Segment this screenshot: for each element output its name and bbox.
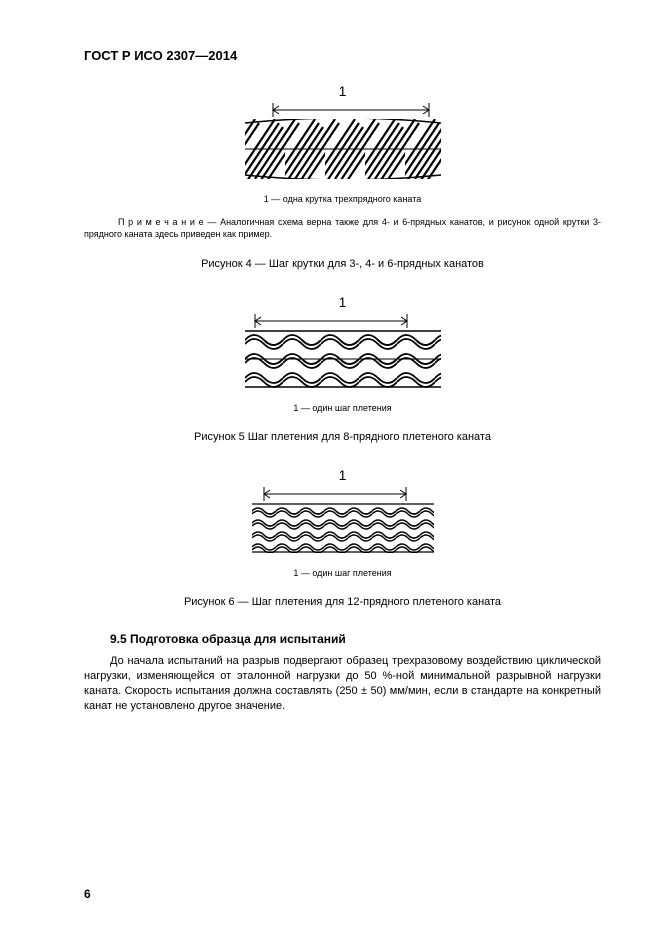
figure-4: 1 <box>84 83 601 184</box>
fig6-title: Рисунок 6 — Шаг плетения для 12-прядного… <box>84 596 601 608</box>
fig5-dim-label: 1 <box>245 294 441 310</box>
fig4-rope <box>245 119 441 179</box>
fig5-bracket <box>245 312 441 330</box>
figure-6: 1 <box>84 467 601 558</box>
section-head: 9.5 Подготовка образца для испытаний <box>84 632 601 646</box>
fig5-title: Рисунок 5 Шаг плетения для 8-прядного пл… <box>84 431 601 443</box>
fig4-title: Рисунок 4 — Шаг крутки для 3-, 4- и 6-пр… <box>84 258 601 270</box>
fig4-sub-caption: 1 — одна крутка трехпрядного каната <box>84 194 601 204</box>
fig5-rope <box>245 330 441 388</box>
note-label: П р и м е ч а н и е — <box>118 217 220 227</box>
fig4-bracket <box>245 101 441 119</box>
fig6-rope <box>252 503 434 553</box>
note-text: П р и м е ч а н и е — Аналогичная схема … <box>84 216 601 240</box>
fig6-dim-label: 1 <box>252 467 434 483</box>
fig6-sub-caption: 1 — один шаг плетения <box>84 568 601 578</box>
section-body: До начала испытаний на разрыв подвергают… <box>84 654 601 713</box>
figure-5: 1 <box>84 294 601 393</box>
page-number: 6 <box>84 887 91 901</box>
doc-header: ГОСТ Р ИСО 2307—2014 <box>84 48 601 63</box>
fig4-dim-label: 1 <box>245 83 441 99</box>
fig6-bracket <box>252 485 434 503</box>
fig5-sub-caption: 1 — один шаг плетения <box>84 403 601 413</box>
